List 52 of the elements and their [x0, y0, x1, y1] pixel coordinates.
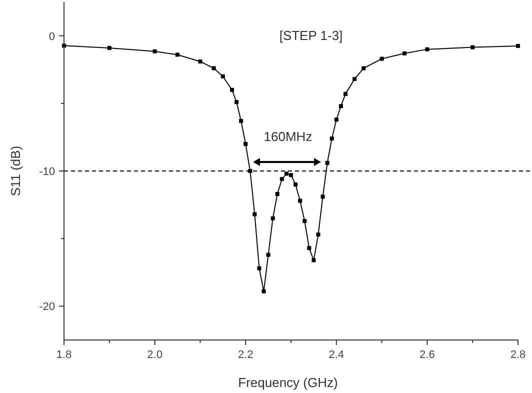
point: [402, 51, 406, 56]
point: [176, 52, 180, 57]
y-axis-title: S11 (dB): [8, 146, 23, 196]
x-tick-label: 2.2: [238, 349, 254, 361]
y-tick-label: -20: [39, 301, 55, 314]
x-tick-label: 2.0: [147, 349, 162, 361]
x-tick-label: 2.4: [328, 349, 344, 361]
point: [294, 182, 298, 187]
x-tick-label: 2.6: [420, 349, 435, 361]
point: [352, 77, 357, 82]
y-tick-label: -10: [39, 166, 55, 178]
point: [212, 66, 216, 70]
point: [325, 160, 330, 165]
text: [STEP 1-3]: [279, 28, 343, 43]
point: [230, 88, 234, 92]
point: [198, 59, 202, 64]
point: [289, 173, 293, 178]
point: [284, 172, 288, 176]
point: [234, 100, 239, 104]
point: [244, 142, 248, 146]
point: [280, 177, 284, 182]
point: [380, 56, 384, 61]
point: [343, 92, 348, 96]
x-tick-label: 2.8: [510, 349, 526, 361]
point: [516, 44, 520, 48]
point: [338, 104, 343, 108]
point: [220, 74, 225, 78]
point: [239, 118, 244, 123]
x-axis-title: Frequency (GHz): [238, 375, 338, 390]
point: [320, 194, 325, 199]
y-tick-label: 0: [48, 30, 55, 43]
point: [312, 258, 316, 262]
point: [302, 219, 307, 224]
point: [425, 47, 430, 52]
point: [152, 49, 157, 54]
point: [107, 46, 112, 50]
point: [470, 45, 475, 50]
point: [330, 136, 334, 141]
point: [252, 212, 257, 216]
point: [275, 192, 280, 196]
point: [307, 246, 312, 250]
point: [316, 232, 320, 237]
point: [298, 198, 302, 203]
point: [362, 66, 366, 70]
annotation: 160MHz: [264, 129, 312, 144]
x-tick-label: 1.8: [56, 349, 72, 361]
point: [334, 118, 338, 122]
point: [248, 169, 252, 173]
point: [266, 252, 270, 257]
point: [270, 216, 275, 220]
point: [257, 266, 262, 270]
point: [262, 289, 266, 294]
